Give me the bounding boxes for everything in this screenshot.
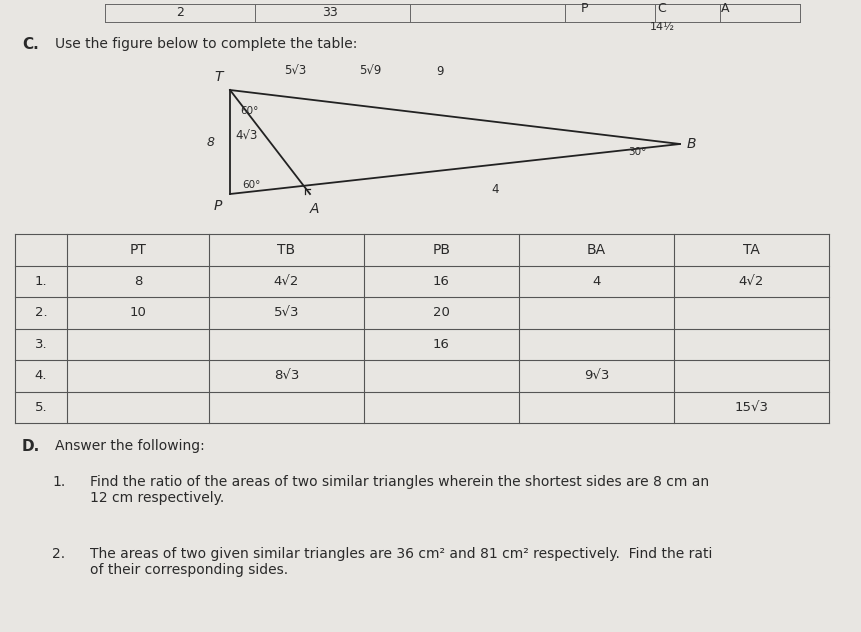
- Text: 3.: 3.: [34, 337, 47, 351]
- Text: BA: BA: [587, 243, 606, 257]
- Text: D.: D.: [22, 439, 40, 454]
- Text: 4: 4: [592, 275, 601, 288]
- Text: TB: TB: [277, 243, 295, 257]
- Text: 8: 8: [133, 275, 142, 288]
- Text: Find the ratio of the areas of two similar triangles wherein the shortest sides : Find the ratio of the areas of two simil…: [90, 475, 709, 505]
- Text: 4√2: 4√2: [274, 275, 299, 288]
- Text: 60°: 60°: [242, 180, 260, 190]
- Text: PT: PT: [129, 243, 146, 257]
- Text: C.: C.: [22, 37, 39, 52]
- Text: 4.: 4.: [34, 369, 47, 382]
- Text: 5√9: 5√9: [359, 65, 381, 78]
- Text: A: A: [721, 1, 729, 15]
- Text: TA: TA: [743, 243, 760, 257]
- Text: PB: PB: [432, 243, 450, 257]
- Text: 16: 16: [433, 337, 450, 351]
- Text: 9: 9: [437, 65, 443, 78]
- Text: B: B: [687, 137, 697, 151]
- Text: 30°: 30°: [628, 147, 647, 157]
- Text: 2: 2: [176, 6, 184, 20]
- Text: Answer the following:: Answer the following:: [55, 439, 205, 453]
- Text: C: C: [658, 1, 666, 15]
- Text: 1.: 1.: [52, 475, 65, 489]
- Text: Use the figure below to complete the table:: Use the figure below to complete the tab…: [55, 37, 357, 51]
- Text: 1.: 1.: [34, 275, 47, 288]
- Text: 5√3: 5√3: [284, 65, 307, 78]
- Text: 4√2: 4√2: [739, 275, 765, 288]
- Text: 20: 20: [433, 307, 450, 319]
- Text: P: P: [581, 1, 589, 15]
- Text: 8√3: 8√3: [274, 369, 299, 382]
- Text: T: T: [214, 70, 223, 84]
- Text: 5.: 5.: [34, 401, 47, 414]
- Text: A: A: [309, 202, 319, 216]
- Text: 2.: 2.: [52, 547, 65, 561]
- Text: 10: 10: [129, 307, 146, 319]
- Text: 60°: 60°: [240, 106, 258, 116]
- Text: 15√3: 15√3: [734, 401, 769, 414]
- Text: 5√3: 5√3: [274, 307, 300, 319]
- Text: 9√3: 9√3: [584, 369, 610, 382]
- Text: 16: 16: [433, 275, 450, 288]
- Text: 33: 33: [322, 6, 338, 20]
- Text: 8: 8: [207, 135, 215, 149]
- Text: 4: 4: [492, 183, 499, 196]
- Text: 4√3: 4√3: [236, 130, 258, 142]
- Text: The areas of two given similar triangles are 36 cm² and 81 cm² respectively.  Fi: The areas of two given similar triangles…: [90, 547, 712, 577]
- Text: P: P: [214, 199, 222, 213]
- Text: 14½: 14½: [649, 22, 674, 32]
- Text: 2.: 2.: [34, 307, 47, 319]
